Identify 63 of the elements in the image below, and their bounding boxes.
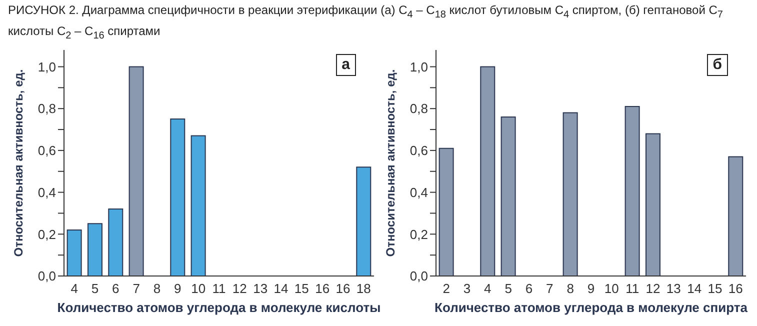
x-tick-label: 11 <box>626 281 640 296</box>
y-tick-label: 1,0 <box>410 59 428 74</box>
x-tick-label: 10 <box>604 281 619 296</box>
x-tick-label: 4 <box>484 281 492 296</box>
bar <box>356 166 372 276</box>
y-axis-title: Относительная активность, ед. <box>383 69 398 257</box>
bar <box>480 66 496 276</box>
x-tick-label: 7 <box>546 281 554 296</box>
x-tick-label: 16 <box>728 281 743 296</box>
y-tick-label: 0,8 <box>410 101 428 116</box>
y-tick-label: 0,4 <box>410 184 428 200</box>
x-tick-label: 18 <box>356 281 371 296</box>
x-axis-title: Количество атомов углерода в молекуле кислоты <box>57 300 381 315</box>
x-tick-label: 10 <box>191 281 206 296</box>
x-tick-label: 8 <box>566 281 574 296</box>
y-tick-label: 0,4 <box>38 184 56 200</box>
x-tick-label: 16 <box>315 281 330 296</box>
x-tick-label: 13 <box>666 281 681 296</box>
x-tick-label: 3 <box>463 281 471 296</box>
x-tick-label: 9 <box>174 281 182 296</box>
annotation: б <box>706 54 728 76</box>
x-tick-label: 7 <box>132 281 140 296</box>
bar <box>170 118 186 276</box>
x-tick-label: 8 <box>153 281 161 296</box>
x-tick-label: 14 <box>687 281 702 296</box>
x-tick-label: 11 <box>212 281 226 296</box>
chart-title: РИСУНОК 2. Диаграмма специфичности в реакции этерификации (а) C$_{4}$ – C$_{18}$ кислот бутиловым C$_{4}$ спиртом, (б) гептановой C$_{7}$ кислоты C$_{2}$ – C$_{16}$ спиртами <box>8 3 723 42</box>
bar <box>128 66 144 276</box>
annotation: а <box>336 54 356 76</box>
x-tick-label: 6 <box>525 281 533 296</box>
y-tick-label: 0,0 <box>38 268 56 284</box>
y-axis-title: Относительная активность, ед. <box>11 69 26 257</box>
y-tick-label: 0,0 <box>410 268 428 284</box>
x-tick-label: 14 <box>274 281 288 296</box>
y-tick-label: 0,8 <box>38 101 56 116</box>
x-tick-label: 9 <box>587 281 595 296</box>
x-tick-label: 2 <box>442 281 450 296</box>
y-tick-label: 0,2 <box>38 226 56 242</box>
bar <box>66 229 82 276</box>
x-tick-label: 15 <box>708 281 722 296</box>
y-tick-label: 0,2 <box>410 226 428 242</box>
bar <box>645 133 660 276</box>
bar <box>438 148 454 276</box>
bar <box>500 116 516 276</box>
y-tick-label: 0,6 <box>38 143 56 158</box>
x-tick-label: 12 <box>646 281 660 296</box>
x-axis-title: Количество атомов углерода в молекуле спирта <box>434 300 748 315</box>
bar <box>562 112 578 276</box>
y-tick-label: 1,0 <box>38 59 56 74</box>
x-tick-label: 5 <box>504 281 512 296</box>
x-tick-label: 13 <box>253 281 268 296</box>
bar <box>624 106 640 276</box>
x-tick-label: 16 <box>336 281 350 296</box>
x-tick-label: 4 <box>70 281 78 296</box>
bar <box>190 135 206 276</box>
bar <box>728 156 744 276</box>
bar <box>87 223 102 276</box>
x-tick-label: 6 <box>112 281 120 296</box>
x-tick-label: 15 <box>294 281 309 296</box>
bar <box>108 208 124 276</box>
y-tick-label: 0,6 <box>410 143 428 158</box>
x-tick-label: 12 <box>232 281 247 296</box>
x-tick-label: 5 <box>91 281 99 296</box>
